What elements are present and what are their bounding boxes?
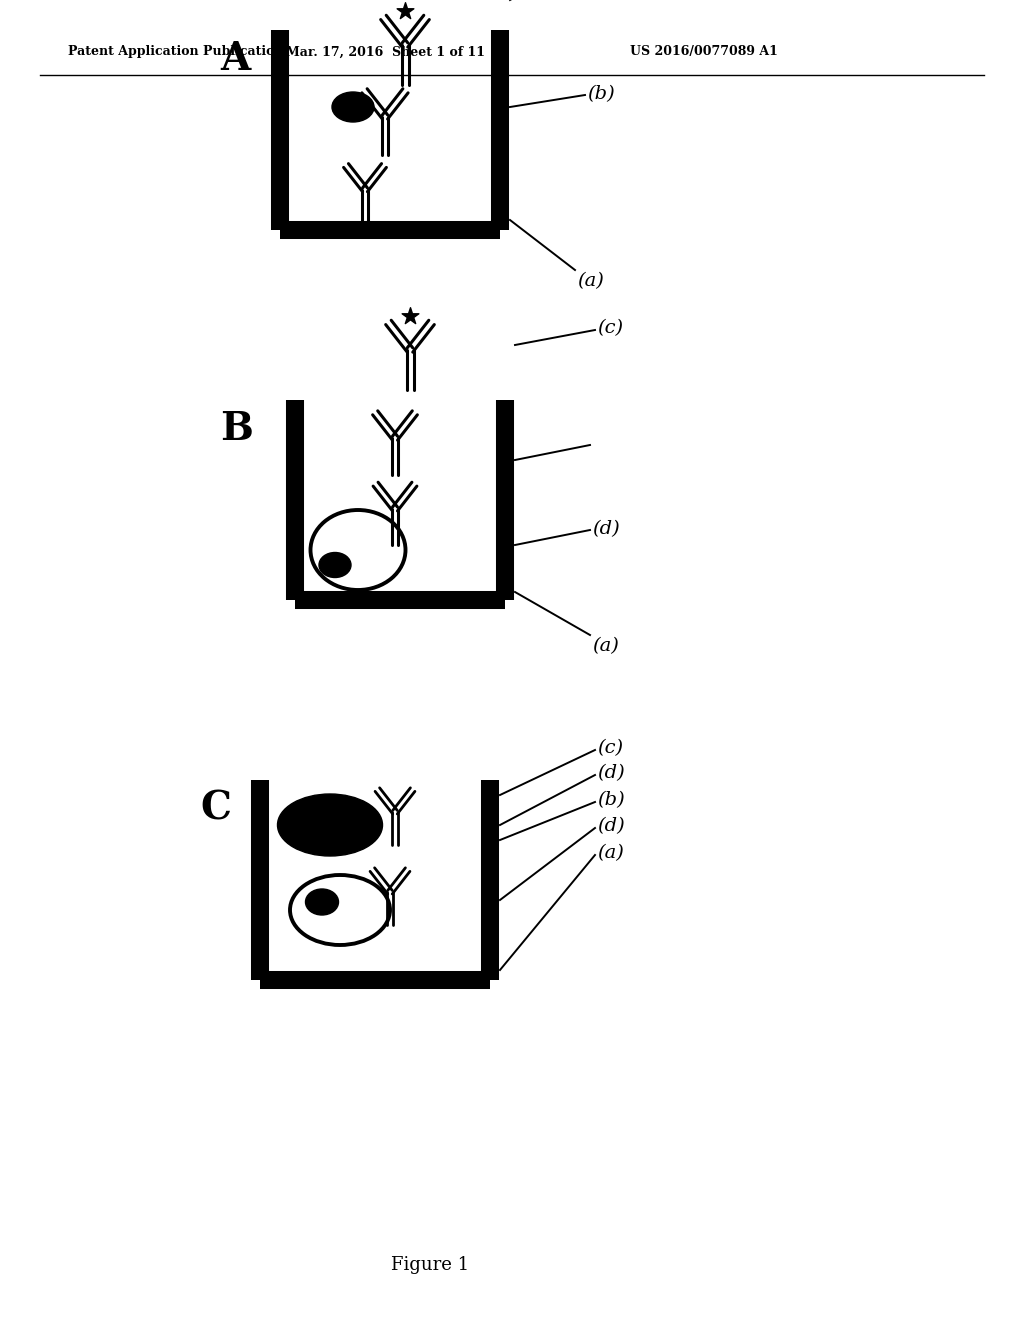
Text: (b): (b) <box>587 84 614 103</box>
Ellipse shape <box>305 888 339 915</box>
Text: (c): (c) <box>597 319 624 337</box>
Text: (d): (d) <box>597 764 625 781</box>
Text: (a): (a) <box>577 272 604 290</box>
Ellipse shape <box>278 795 383 855</box>
Ellipse shape <box>332 92 374 121</box>
Point <box>401 306 418 327</box>
Text: US 2016/0077089 A1: US 2016/0077089 A1 <box>630 45 778 58</box>
Text: (c): (c) <box>597 739 624 756</box>
Text: (d): (d) <box>592 520 620 539</box>
Text: B: B <box>220 411 253 447</box>
Text: Patent Application Publication: Patent Application Publication <box>68 45 284 58</box>
Text: Mar. 17, 2016  Sheet 1 of 11: Mar. 17, 2016 Sheet 1 of 11 <box>286 45 484 58</box>
Text: (a): (a) <box>597 843 624 862</box>
Text: (b): (b) <box>597 791 625 809</box>
Point <box>397 1 414 22</box>
Text: (a): (a) <box>592 638 618 655</box>
Ellipse shape <box>319 553 351 578</box>
Text: A: A <box>220 40 250 78</box>
Text: Figure 1: Figure 1 <box>391 1257 469 1274</box>
Text: C: C <box>200 789 231 828</box>
Text: (d): (d) <box>597 817 625 836</box>
